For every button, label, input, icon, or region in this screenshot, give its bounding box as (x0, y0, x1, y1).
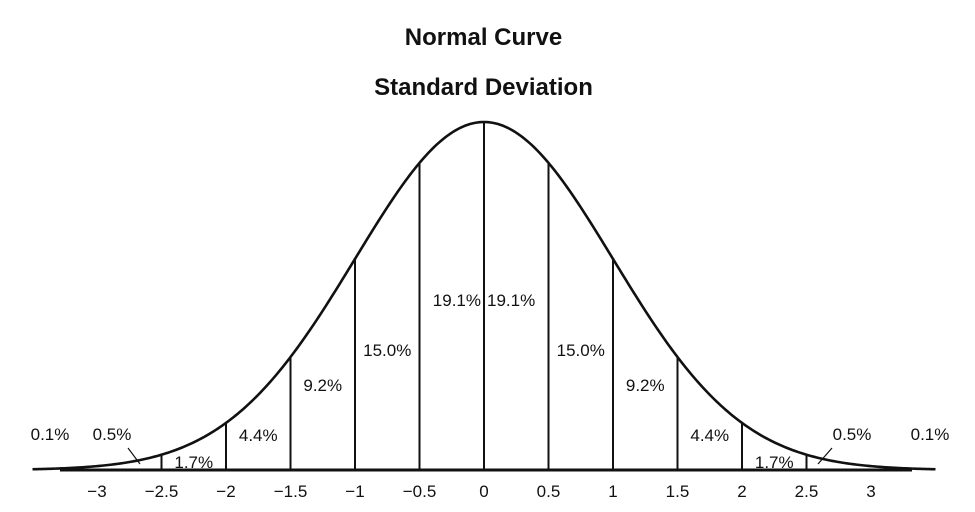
region-percent-label: 9.2% (303, 376, 342, 395)
region-percent-label: 15.0% (557, 341, 605, 360)
region-percent-label: 15.0% (363, 341, 411, 360)
region-percent-label: 4.4% (239, 426, 278, 445)
region-percent-label: 0.1% (911, 425, 950, 444)
region-percent-label: 0.5% (93, 425, 132, 444)
x-tick-label: 2 (737, 482, 746, 501)
region-percent-label: 1.7% (755, 453, 794, 472)
x-tick-label: −1 (345, 482, 364, 501)
x-tick-label: 3 (866, 482, 875, 501)
region-percent-label: 19.1% (433, 291, 481, 310)
x-tick-label: 2.5 (795, 482, 819, 501)
label-pointer (817, 447, 833, 465)
region-percent-label: 0.5% (833, 425, 872, 444)
x-tick-label: −3 (87, 482, 106, 501)
region-percent-label: 19.1% (487, 291, 535, 310)
region-percent-label: 9.2% (626, 376, 665, 395)
x-tick-label: −2.5 (145, 482, 179, 501)
x-tick-label: −2 (216, 482, 235, 501)
x-tick-label: 1 (608, 482, 617, 501)
region-percent-label: 1.7% (174, 453, 213, 472)
label-pointer (127, 447, 141, 465)
region-percent-label: 4.4% (690, 426, 729, 445)
x-tick-label: 0.5 (537, 482, 561, 501)
x-tick-label: 0 (479, 482, 488, 501)
x-tick-label: 1.5 (666, 482, 690, 501)
chart-title: Normal Curve (404, 24, 563, 51)
chart-subtitle: Standard Deviation (374, 74, 593, 101)
x-tick-label: −1.5 (274, 482, 308, 501)
region-percent-label: 0.1% (31, 425, 70, 444)
x-tick-label: −0.5 (403, 482, 437, 501)
